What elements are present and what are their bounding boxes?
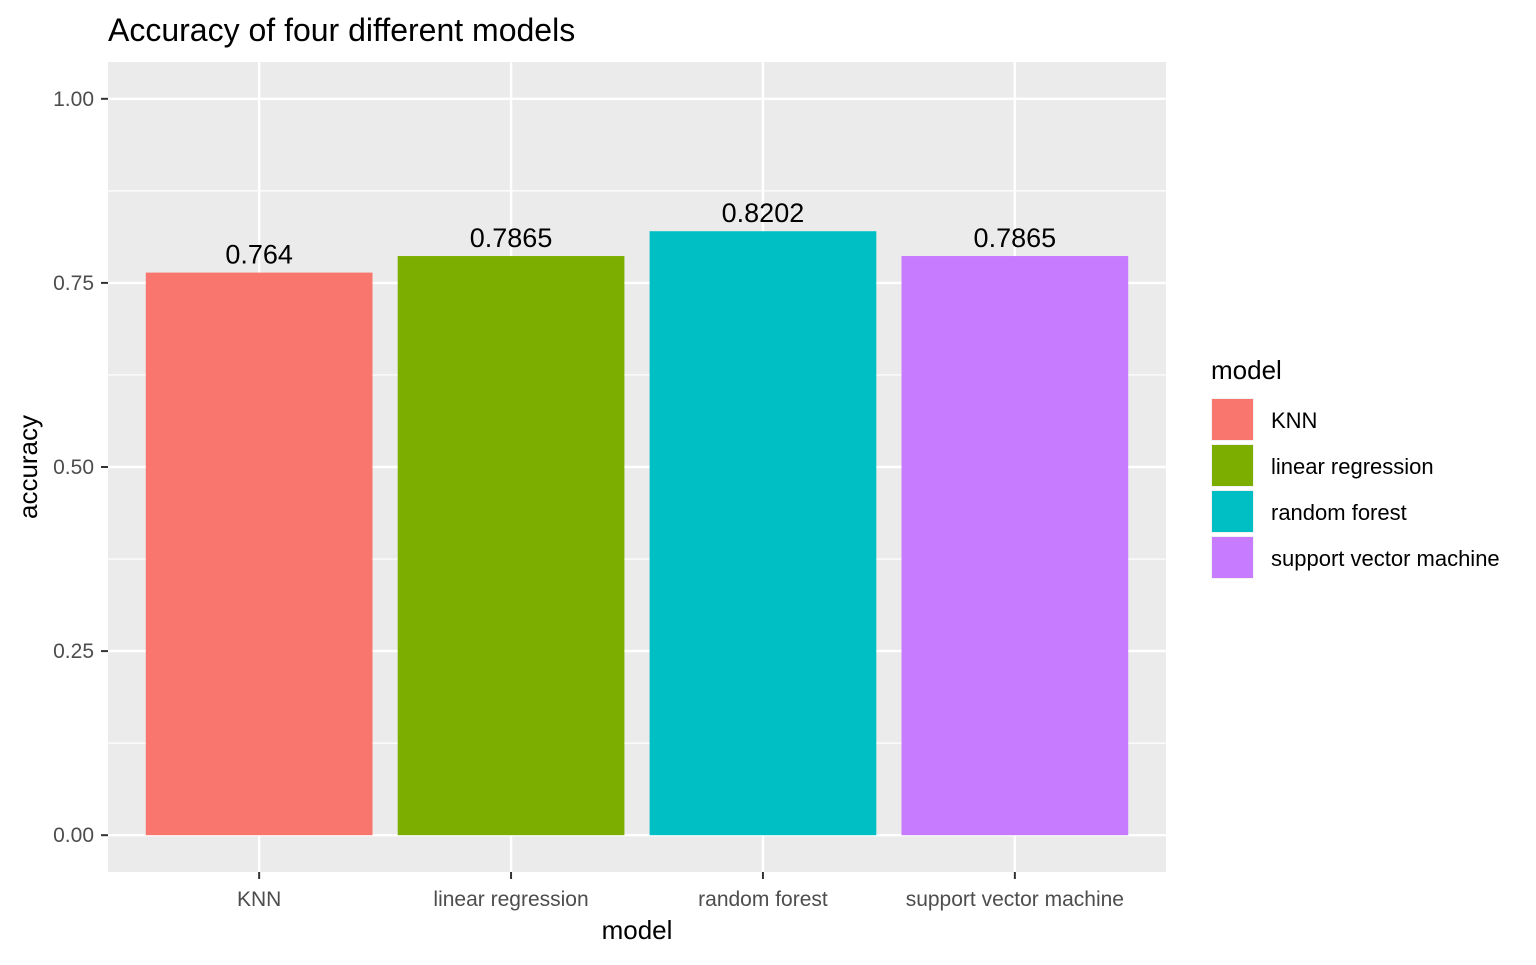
legend: model KNN linear regression random forest s…: [1211, 355, 1500, 579]
bar-random-forest: [649, 231, 877, 836]
y-tick-label: 0.75: [53, 272, 94, 295]
data-label: 0.7865: [470, 223, 553, 253]
y-axis: 0.00 0.25 0.50 0.75 1.00: [53, 88, 108, 847]
x-tick-label: KNN: [237, 888, 281, 911]
bar-knn: [145, 272, 373, 836]
legend-swatch: [1212, 399, 1253, 440]
legend-swatch: [1212, 445, 1253, 486]
legend-label: linear regression: [1271, 454, 1434, 479]
legend-title: model: [1211, 355, 1282, 385]
y-tick-label: 0.50: [53, 456, 94, 479]
legend-label: random forest: [1271, 500, 1407, 525]
y-tick-label: 0.00: [53, 824, 94, 847]
data-label: 0.8202: [722, 198, 805, 228]
y-tick-label: 1.00: [53, 88, 94, 111]
data-labels: 0.764 0.7865 0.8202 0.7865: [225, 198, 1056, 269]
y-axis-title: accuracy: [13, 415, 43, 519]
legend-swatch: [1212, 537, 1253, 578]
x-tick-label: linear regression: [433, 888, 588, 911]
legend-label: support vector machine: [1271, 546, 1500, 571]
bar-support-vector-machine: [901, 256, 1129, 836]
chart-title: Accuracy of four different models: [108, 12, 575, 48]
x-axis-title: model: [602, 915, 673, 945]
x-tick-label: random forest: [698, 888, 828, 911]
data-label: 0.764: [225, 240, 293, 270]
legend-swatch: [1212, 491, 1253, 532]
data-label: 0.7865: [974, 223, 1057, 253]
legend-label: KNN: [1271, 408, 1317, 433]
y-tick-label: 0.25: [53, 640, 94, 663]
bars: [145, 231, 1129, 836]
x-tick-label: support vector machine: [906, 888, 1124, 911]
x-axis: KNN linear regression random forest support…: [237, 872, 1124, 911]
bar-linear-regression: [397, 256, 625, 836]
